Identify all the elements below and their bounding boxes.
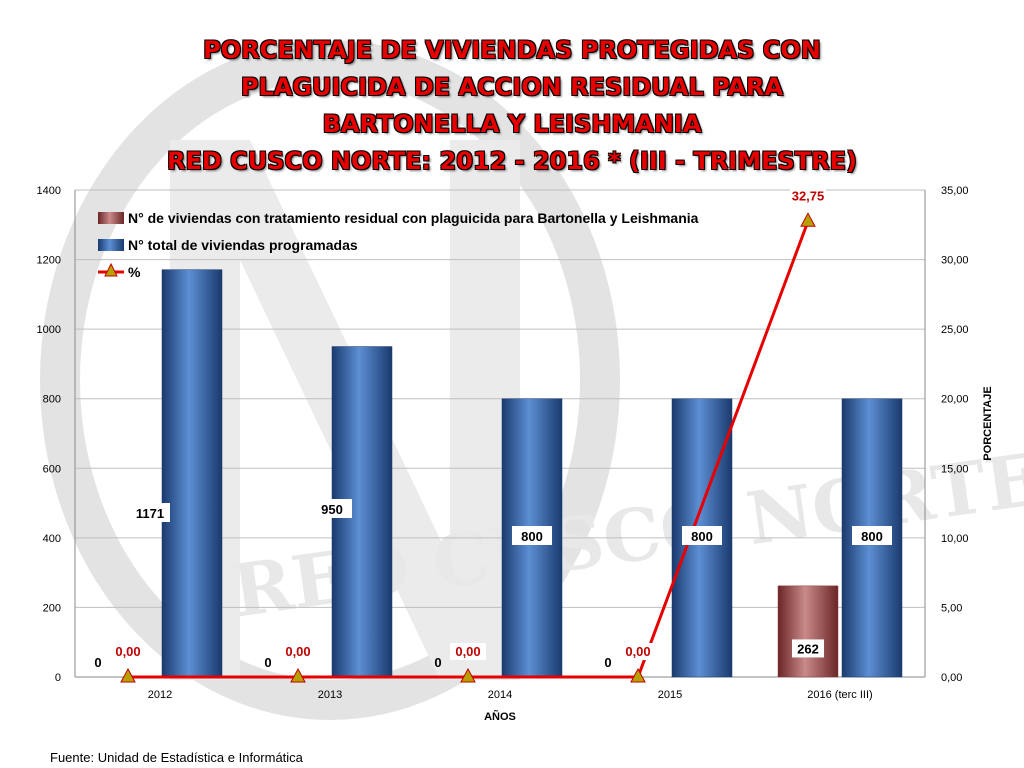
percent-label: 0,00 [285,644,310,659]
right-tick-label: 20,00 [941,394,969,406]
right-tick-label: 15,00 [941,463,969,475]
bar-programmed-label-bg [852,526,892,545]
bar-treated-label: 0 [94,655,101,670]
percent-label-bg [450,643,486,660]
percent-label: 0,00 [455,644,480,659]
bar-programmed [161,269,223,678]
bar-treated-label-bg [792,639,824,658]
source-note: Fuente: Unidad de Estadística e Informát… [50,750,303,765]
left-tick-label: 200 [43,602,61,614]
legend-treated-label: N° de viviendas con tratamiento residual… [128,210,699,226]
right-tick-label: 0,00 [941,672,962,684]
percent-marker [800,212,816,227]
title-line-4: RED CUSCO NORTE: 2012 - 2016 * (III - TR… [166,147,858,175]
right-tick-label: 25,00 [941,324,969,336]
left-tick-label: 800 [43,394,61,406]
title-line-1: PORCENTAJE DE VIVIENDAS PROTEGIDAS CON [203,36,821,64]
x-tick-label: 2014 [488,689,512,701]
left-tick-label: 1400 [37,185,61,197]
bar-treated-label: 262 [797,641,819,656]
bar-treated-label: 0 [264,655,271,670]
title-line-2: PLAGUICIDA DE ACCION RESIDUAL PARA [240,73,784,101]
legend-percent-label: % [128,264,141,280]
bar-programmed-label-bg [312,499,352,518]
right-tick-label: 10,00 [941,533,969,545]
percent-label: 0,00 [625,644,650,659]
bar-programmed-label-bg [130,503,170,522]
right-tick-label: 5,00 [941,602,962,614]
left-tick-label: 1000 [37,324,61,336]
percent-marker [120,667,136,683]
title-line-3: BARTONELLA Y LEISHMANIA [322,110,702,138]
chart-title: PORCENTAJE DE VIVIENDAS PROTEGIDAS CON P… [0,32,1024,180]
left-tick-label: 400 [43,533,61,545]
bar-treated [777,585,839,678]
legend-percent-marker [104,262,118,277]
bar-programmed-label-bg [682,526,722,545]
percent-label-bg [790,187,826,205]
legend-treated-swatch [98,212,124,224]
legend-programmed-label: N° total de viviendas programadas [128,237,358,253]
legend-programmed-swatch [98,239,124,251]
bar-programmed-label: 800 [861,529,883,544]
right-tick-label: 30,00 [941,255,969,267]
bar-treated-label: 0 [604,655,611,670]
percent-label-bg [620,643,656,660]
percent-label: 0,00 [115,644,140,659]
bar-programmed-label: 1171 [136,506,164,521]
x-axis-title: AÑOS [484,710,516,723]
percent-marker [460,667,476,683]
left-tick-label: 0 [55,672,61,684]
percent-label-bg [280,643,316,660]
bar-programmed-label: 800 [691,529,713,544]
left-tick-label: 1200 [37,255,61,267]
bar-programmed-label: 950 [321,502,343,517]
percent-marker [630,667,646,683]
percent-label-bg [110,643,146,660]
x-tick-label: 2016 (terc III) [807,689,872,701]
x-tick-label: 2013 [318,689,342,701]
x-tick-label: 2012 [148,689,172,701]
right-tick-label: 35,00 [941,185,969,197]
y-right-axis-title: PORCENTAJE [982,386,994,460]
x-tick-label: 2015 [658,689,682,701]
percent-marker [290,667,306,683]
bar-programmed-label-bg [512,526,552,545]
left-tick-label: 600 [43,463,61,475]
bar-programmed-label: 800 [521,529,543,544]
percent-label: 32,75 [792,188,825,203]
bar-treated-label: 0 [434,655,441,670]
